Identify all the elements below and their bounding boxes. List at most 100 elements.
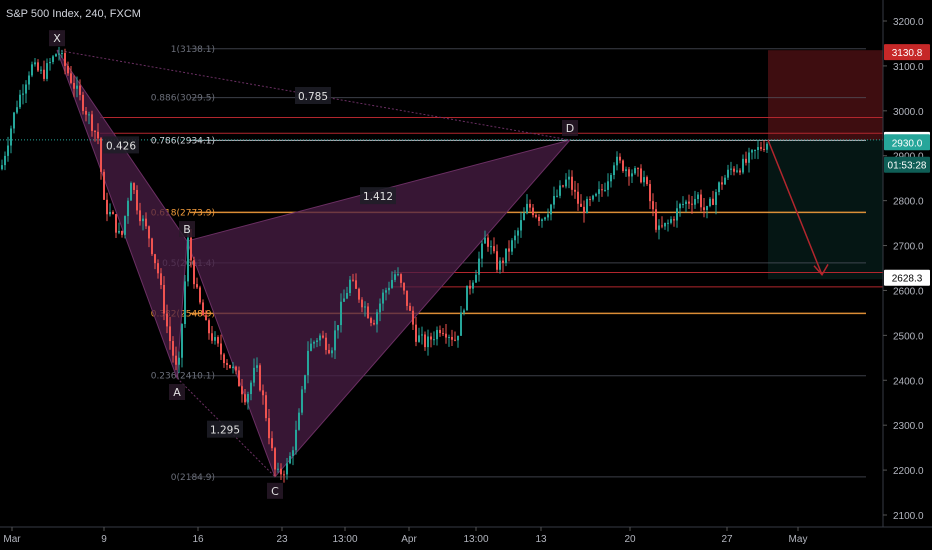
- candle-body: [376, 312, 378, 325]
- candle-body: [133, 183, 135, 190]
- candle-body: [616, 156, 618, 166]
- candle-body: [550, 204, 552, 215]
- candle-body: [196, 284, 198, 288]
- ratio-label: 0.785: [295, 86, 331, 104]
- fib-level-label: 0.236(2410.1): [151, 372, 215, 382]
- candle-body: [139, 210, 141, 222]
- candle-body: [220, 343, 222, 355]
- candle-body: [241, 386, 243, 395]
- candle-body: [274, 448, 276, 470]
- candle-body: [118, 230, 120, 233]
- candle-body: [409, 305, 411, 311]
- candle-body: [391, 279, 393, 288]
- candle-body: [763, 148, 765, 150]
- candle-body: [328, 349, 330, 354]
- price-tag: 01:53:28: [884, 156, 930, 173]
- candle-body: [640, 168, 642, 183]
- candle-body: [742, 158, 744, 173]
- candle-body: [109, 211, 111, 215]
- pattern-point-label: A: [173, 386, 181, 399]
- candle-body: [610, 174, 612, 182]
- candle-body: [19, 94, 21, 108]
- candle-body: [157, 263, 159, 274]
- pattern-point-c: C: [267, 482, 283, 499]
- pattern-point-label: X: [53, 32, 61, 45]
- x-tick-label: 13: [535, 534, 547, 545]
- pattern-point-label: C: [271, 485, 279, 498]
- candle-body: [40, 69, 42, 71]
- x-tick-label: 23: [276, 534, 288, 545]
- candle-body: [226, 363, 228, 365]
- candle-body: [424, 334, 426, 348]
- candle-body: [625, 169, 627, 172]
- candle-body: [46, 63, 48, 79]
- candle-body: [64, 53, 66, 66]
- candle-body: [307, 350, 309, 376]
- candle-body: [265, 395, 267, 419]
- candle-body: [283, 474, 285, 476]
- candle-body: [718, 182, 720, 193]
- x-axis: Mar 9 16 23 13:00 Apr 13:00 13 20 27 May: [0, 526, 932, 545]
- candle-body: [208, 320, 210, 334]
- candle-body: [574, 189, 576, 192]
- candle-body: [688, 201, 690, 204]
- candle-body: [526, 203, 528, 214]
- candle-body: [130, 183, 132, 201]
- candle-body: [334, 330, 336, 351]
- candle-body: [601, 189, 603, 191]
- candle-body: [745, 158, 747, 163]
- price-tag-label: 01:53:28: [888, 161, 927, 172]
- candle-body: [517, 230, 519, 236]
- candle-body: [493, 246, 495, 252]
- candle-body: [271, 438, 273, 449]
- candle-body: [253, 367, 255, 383]
- candle-body: [148, 226, 150, 239]
- candle-body: [298, 412, 300, 430]
- y-tick-label: 2100.0: [893, 511, 924, 522]
- projection-arrow: [767, 139, 823, 276]
- candle-body: [460, 312, 462, 336]
- candle-body: [748, 152, 750, 163]
- candle-body: [277, 468, 279, 470]
- candle-body: [190, 237, 192, 261]
- candle-body: [646, 177, 648, 185]
- candle-body: [643, 177, 645, 183]
- candle-body: [286, 463, 288, 475]
- candle-body: [490, 246, 492, 248]
- candle-body: [445, 333, 447, 338]
- candle-body: [532, 207, 534, 216]
- candle-body: [664, 222, 666, 227]
- candle-body: [370, 318, 372, 323]
- pattern-point-d: D: [562, 120, 578, 137]
- fib-level-label: 0.618(2773.9): [151, 208, 215, 218]
- candle-body: [544, 217, 546, 220]
- candle-body: [103, 171, 105, 200]
- candle-body: [58, 53, 60, 55]
- candle-body: [709, 198, 711, 207]
- candle-body: [163, 284, 165, 314]
- pattern-point-label: B: [183, 223, 191, 236]
- ratio-text: 1.412: [363, 191, 393, 203]
- candle-body: [313, 341, 315, 344]
- price-tag: 2628.3: [884, 269, 930, 286]
- candle-body: [127, 200, 129, 217]
- candle-body: [559, 185, 561, 196]
- candle-body: [325, 337, 327, 350]
- candle-body: [364, 306, 366, 308]
- candle-body: [757, 147, 759, 151]
- candle-body: [85, 110, 87, 115]
- candle-body: [25, 84, 27, 94]
- pattern-point-a: A: [169, 384, 185, 401]
- candle-body: [76, 85, 78, 89]
- candle-body: [169, 326, 171, 342]
- candle-body: [418, 335, 420, 342]
- candle-body: [88, 114, 90, 116]
- candle-body: [571, 176, 573, 190]
- candle-body: [736, 170, 738, 172]
- x-tick-label: May: [789, 534, 808, 545]
- candle-body: [175, 355, 177, 365]
- candle-body: [622, 160, 624, 172]
- candle-body: [637, 168, 639, 170]
- candle-body: [292, 450, 294, 457]
